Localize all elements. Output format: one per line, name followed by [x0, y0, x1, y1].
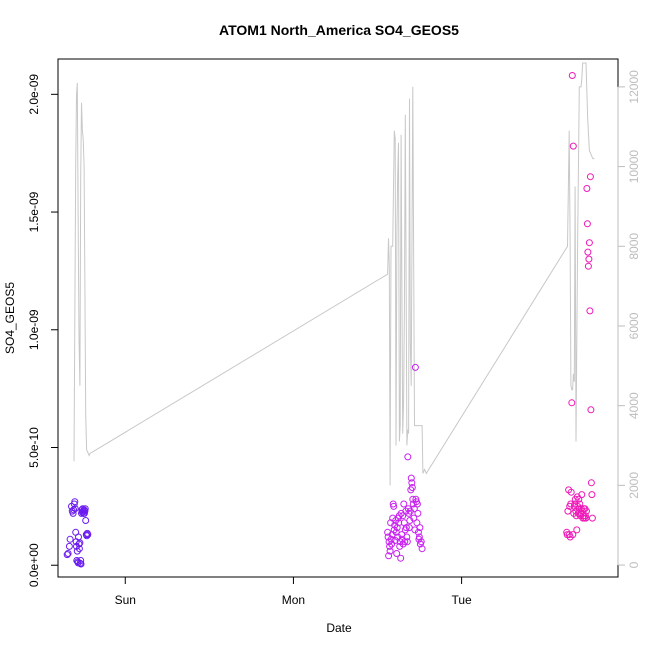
- data-point: [400, 500, 408, 508]
- x-tick-label: Sun: [115, 593, 136, 607]
- y-axis: 0.0e+00 5.0e-10 1.0e-09 1.5e-09 2.0e-09: [27, 74, 59, 587]
- data-point: [388, 540, 396, 548]
- data-point: [64, 550, 72, 557]
- data-point: [567, 500, 575, 508]
- data-point: [564, 507, 572, 515]
- data-point: [393, 550, 401, 557]
- data-point: [71, 498, 79, 506]
- data-point: [568, 399, 576, 407]
- data-point: [586, 173, 594, 181]
- data-point: [387, 535, 395, 543]
- x-tick-label: Tue: [451, 593, 472, 607]
- secondary-y-tick-label: 0: [627, 561, 641, 568]
- data-point: [393, 524, 401, 532]
- data-point: [588, 514, 596, 522]
- data-point: [80, 506, 88, 514]
- data-point: [583, 185, 591, 192]
- data-point: [582, 507, 590, 515]
- data-point: [414, 509, 422, 517]
- data-point: [401, 538, 409, 546]
- secondary-y-axis: 0 2000 4000 6000 8000 10000 12000: [617, 70, 641, 568]
- chart-title: ATOM1 North_America SO4_GEOS5: [219, 22, 459, 38]
- data-point: [81, 505, 89, 513]
- y-tick-label: 2.0e-09: [27, 74, 41, 115]
- data-point: [71, 505, 79, 513]
- data-point: [390, 502, 398, 510]
- data-point: [386, 547, 394, 555]
- series-2: [384, 363, 426, 562]
- data-point: [84, 531, 92, 539]
- data-point: [573, 526, 581, 534]
- data-point: [385, 552, 393, 560]
- data-point: [404, 453, 412, 461]
- data-point: [408, 479, 416, 487]
- data-point: [81, 507, 89, 515]
- secondary-y-tick-label: 12000: [627, 70, 641, 104]
- data-point: [584, 248, 592, 256]
- data-point: [66, 535, 74, 543]
- data-point: [411, 363, 419, 371]
- data-point: [413, 500, 421, 508]
- data-point: [402, 524, 410, 532]
- data-point: [407, 474, 415, 482]
- data-point: [587, 406, 595, 414]
- data-point: [408, 484, 416, 491]
- data-point: [583, 220, 591, 228]
- y-tick-label: 1.5e-09: [27, 191, 41, 232]
- secondary-y-tick-label: 2000: [627, 472, 641, 499]
- data-point: [576, 500, 584, 508]
- x-tick-label: Mon: [282, 593, 305, 607]
- data-point: [396, 542, 404, 550]
- data-point: [82, 517, 90, 524]
- data-point: [585, 255, 593, 263]
- secondary-line-layer: [73, 62, 595, 486]
- y-tick-label: 0.0e+00: [27, 543, 41, 587]
- data-point: [409, 495, 417, 503]
- plot-frame: [57, 58, 619, 578]
- data-point: [76, 559, 84, 567]
- y-tick-label: 1.0e-09: [27, 309, 41, 350]
- data-point: [417, 538, 425, 546]
- data-point: [77, 560, 85, 568]
- y-axis-label: SO4_GEOS5: [3, 282, 17, 354]
- data-point: [75, 540, 83, 548]
- data-point: [410, 514, 418, 522]
- data-point: [76, 539, 84, 547]
- data-point: [399, 512, 407, 520]
- data-point: [416, 524, 424, 532]
- data-point: [584, 262, 592, 270]
- data-point: [418, 545, 426, 553]
- x-axis: Sun Mon Tue: [115, 576, 472, 607]
- data-point: [578, 491, 586, 499]
- data-point: [63, 551, 71, 559]
- x-axis-label: Date: [326, 621, 352, 635]
- data-point: [569, 531, 577, 539]
- series-3: [563, 72, 596, 541]
- data-point: [397, 554, 405, 562]
- secondary-y-tick-label: 8000: [627, 233, 641, 260]
- data-point: [414, 528, 422, 536]
- points-layer: [63, 72, 596, 568]
- data-point: [587, 479, 595, 487]
- series-1: [63, 498, 92, 568]
- data-point: [403, 538, 411, 546]
- data-point: [410, 505, 418, 513]
- data-point: [588, 491, 596, 499]
- secondary-y-tick-label: 10000: [627, 150, 641, 184]
- data-point: [568, 72, 576, 79]
- data-point: [569, 142, 577, 150]
- data-point: [403, 533, 411, 541]
- secondary-y-tick-label: 4000: [627, 392, 641, 419]
- data-point: [65, 542, 73, 550]
- secondary-y-tick-label: 6000: [627, 312, 641, 339]
- data-point: [586, 307, 594, 315]
- data-point: [585, 239, 593, 247]
- y-tick-label: 5.0e-10: [27, 427, 41, 468]
- data-point: [77, 557, 85, 564]
- data-point: [415, 533, 423, 541]
- data-point: [567, 488, 575, 496]
- secondary-series-line: [73, 62, 595, 486]
